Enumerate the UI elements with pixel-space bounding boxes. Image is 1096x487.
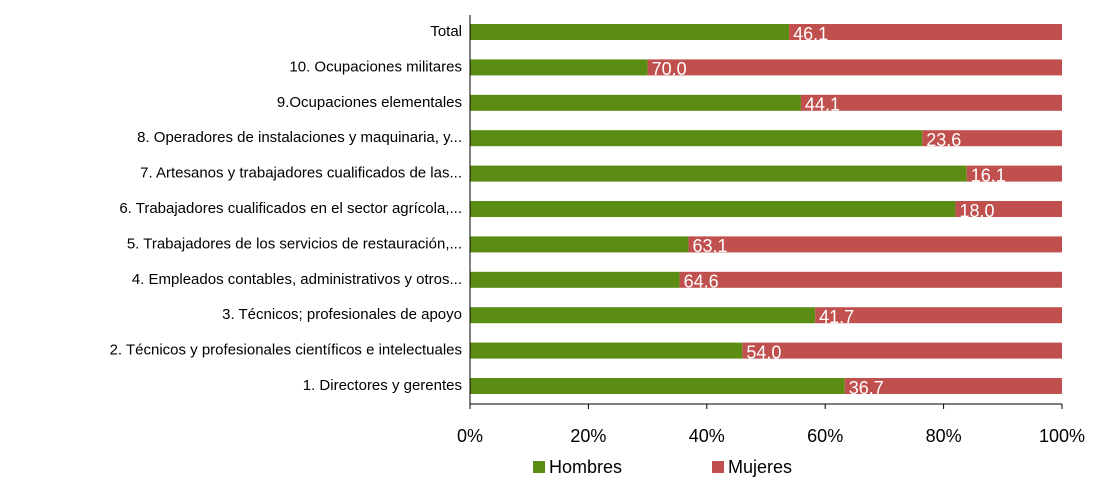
bar-segment: [470, 130, 923, 147]
bar-segment: [955, 201, 1062, 217]
category-label: 2. Técnicos y profesionales científicos …: [110, 342, 462, 359]
data-label: 16.1: [971, 165, 1006, 185]
category-label: Total: [430, 23, 462, 40]
category-label: 9.Ocupaciones elementales: [277, 94, 462, 111]
data-label: 64.6: [684, 272, 719, 292]
category-label: 10. Ocupaciones militares: [289, 58, 462, 75]
x-tick-label: 40%: [689, 426, 725, 446]
bar-segment: [679, 271, 1062, 288]
bar-segment: [470, 271, 680, 288]
data-label: 70.0: [652, 59, 687, 79]
bar-segment: [470, 342, 743, 359]
data-label: 46.1: [793, 24, 828, 44]
x-tick-label: 100%: [1039, 426, 1085, 446]
category-label: 6. Trabajadores cualificados en el secto…: [119, 200, 462, 217]
bar-segment: [470, 378, 845, 394]
bar-segment: [470, 59, 648, 76]
data-label: 23.6: [926, 130, 961, 150]
x-tick-label: 60%: [807, 426, 843, 446]
bar-segment: [922, 130, 1062, 147]
bar-segment: [470, 307, 816, 324]
bar-segment: [800, 94, 1062, 111]
x-tick-label: 0%: [457, 426, 483, 446]
legend-swatch: [712, 461, 724, 473]
data-label: 41.7: [819, 307, 854, 327]
bar-segment: [844, 378, 1062, 394]
bar-segment: [688, 236, 1062, 253]
bar-segment: [470, 165, 967, 182]
x-tick-label: 80%: [926, 426, 962, 446]
category-label: 1. Directores y gerentes: [303, 377, 462, 394]
bar-segment: [470, 201, 956, 217]
legend-swatch: [533, 461, 545, 473]
x-tick-label: 20%: [570, 426, 606, 446]
data-label: 44.1: [805, 95, 840, 115]
bar-segment: [789, 24, 1062, 40]
bar-segment: [470, 236, 689, 253]
category-label: 5. Trabajadores de los servicios de rest…: [127, 235, 462, 252]
category-label: 7. Artesanos y trabajadores cualificados…: [140, 165, 462, 182]
data-label: 18.0: [959, 201, 994, 221]
bar-segment: [966, 165, 1062, 182]
category-label: 3. Técnicos; profesionales de apoyo: [222, 306, 462, 323]
bar-segment: [470, 94, 801, 111]
legend-label: Hombres: [549, 457, 622, 477]
bar-segment: [647, 59, 1062, 76]
category-label: 4. Empleados contables, administrativos …: [132, 271, 462, 288]
bar-segment: [742, 342, 1062, 359]
category-label: 8. Operadores de instalaciones y maquina…: [137, 129, 462, 146]
data-label: 54.0: [746, 342, 781, 362]
bar-segment: [815, 307, 1062, 324]
data-label: 63.1: [692, 236, 727, 256]
data-label: 36.7: [849, 378, 884, 398]
bar-segment: [470, 24, 790, 40]
legend-label: Mujeres: [728, 457, 792, 477]
